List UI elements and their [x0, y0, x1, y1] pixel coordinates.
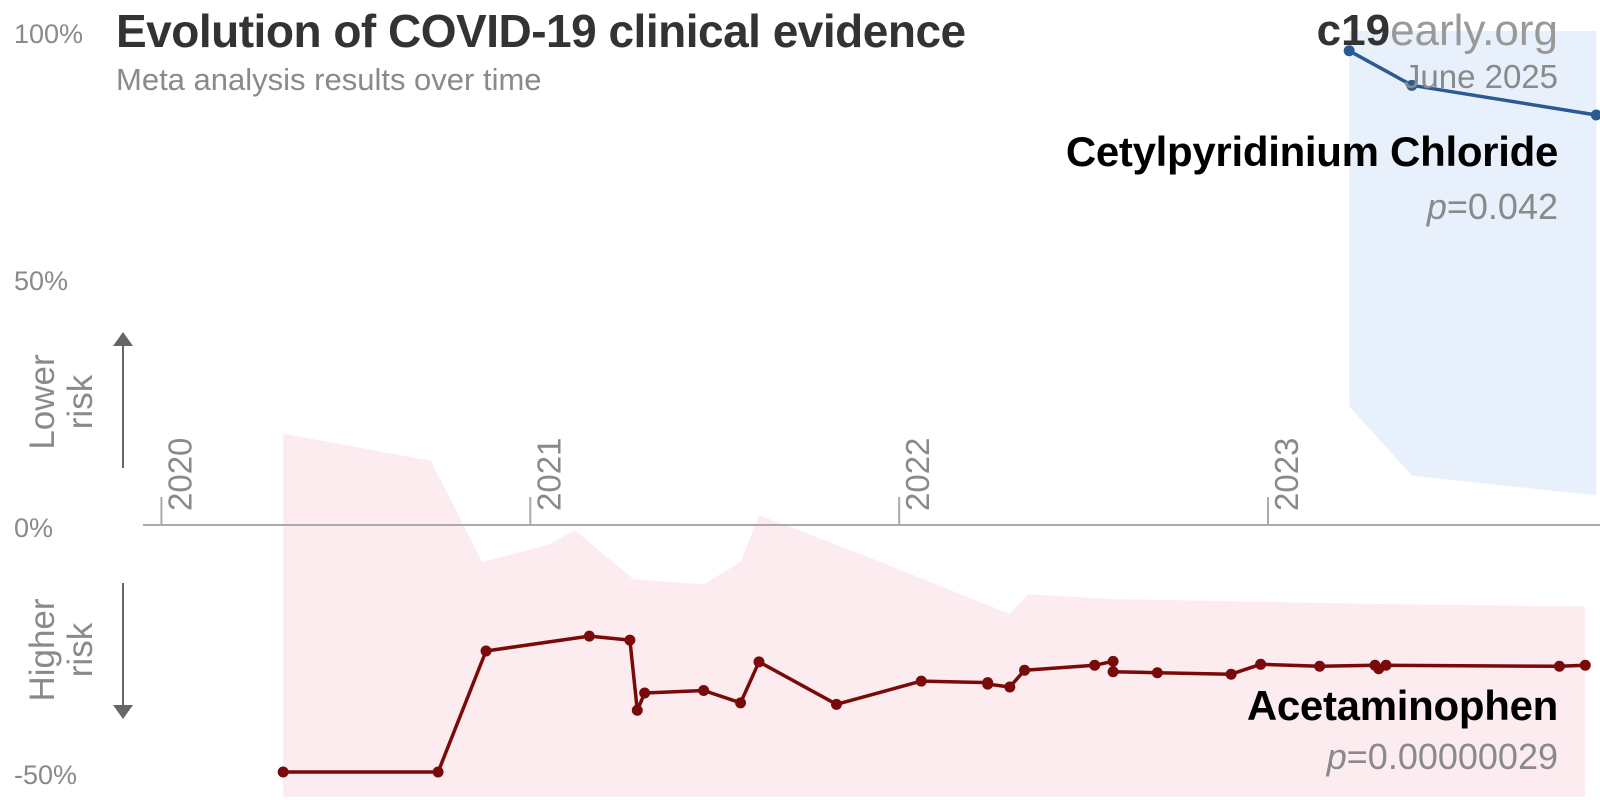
- higher-risk-arrowhead: [113, 705, 133, 719]
- higher-risk-label-line: Higher: [23, 598, 62, 701]
- lower-risk-arrowhead: [113, 332, 133, 346]
- pvalue-cetylpyridinium: p=0.042: [1427, 186, 1558, 228]
- series-label-acetaminophen: Acetaminophen: [1246, 682, 1558, 729]
- brand-logo: c19early.org: [1317, 6, 1558, 56]
- data-point: [1151, 667, 1163, 679]
- series-label-cetylpyridinium: Cetylpyridinium Chloride: [1065, 128, 1558, 175]
- higher-risk-label: Higherrisk: [23, 598, 100, 701]
- y-tick-label: 0%: [14, 513, 53, 543]
- data-point: [1579, 659, 1591, 671]
- y-tick-label: 100%: [14, 19, 83, 49]
- confidence-band-0: [1349, 31, 1597, 496]
- data-point: [1380, 659, 1392, 671]
- lower-risk-label-line: Lower: [23, 354, 62, 450]
- data-point: [1590, 109, 1600, 121]
- data-point: [1255, 658, 1267, 670]
- data-point: [982, 678, 994, 690]
- pvalue-symbol: p: [1426, 186, 1447, 227]
- x-tick-label: 2021: [530, 438, 567, 511]
- higher-risk-label-line: risk: [61, 622, 100, 677]
- data-point: [915, 675, 927, 687]
- data-point: [1343, 45, 1355, 57]
- data-point: [1314, 660, 1326, 672]
- data-point: [631, 704, 643, 716]
- data-point: [624, 634, 636, 646]
- data-point: [753, 656, 765, 668]
- pvalue-text: =0.042: [1446, 186, 1558, 227]
- data-point: [432, 766, 444, 778]
- data-point: [1553, 660, 1565, 672]
- pvalue-acetaminophen: p=0.00000029: [1327, 736, 1558, 778]
- data-point: [735, 697, 747, 709]
- data-point: [1107, 655, 1119, 667]
- data-point: [1019, 664, 1031, 676]
- series-points: [277, 45, 1600, 778]
- pvalue-symbol: p: [1326, 736, 1347, 777]
- x-tick-label: 2022: [899, 438, 936, 511]
- brand-rest: early.org: [1390, 6, 1558, 55]
- confidence-bands: [283, 31, 1597, 797]
- chart-subtitle: Meta analysis results over time: [116, 62, 542, 97]
- data-point: [639, 687, 651, 699]
- data-point: [277, 766, 289, 778]
- data-point: [830, 698, 842, 710]
- x-tick-label: 2020: [161, 438, 198, 511]
- data-point: [1225, 668, 1237, 680]
- chart-title: Evolution of COVID-19 clinical evidence: [116, 5, 966, 57]
- confidence-band-1: [283, 433, 1586, 797]
- lower-risk-label: Lowerrisk: [23, 354, 100, 450]
- y-tick-label: -50%: [14, 760, 77, 790]
- data-point: [698, 684, 710, 696]
- y-tick-label: 50%: [14, 266, 68, 296]
- data-point: [583, 630, 595, 642]
- series-line-1: [281, 634, 1587, 774]
- data-point: [480, 645, 492, 657]
- data-point: [1406, 79, 1418, 91]
- x-tick-label: 2023: [1268, 438, 1305, 511]
- data-point: [1089, 659, 1101, 671]
- brand-bold: c19: [1316, 6, 1391, 55]
- report-date: June 2025: [1403, 58, 1558, 95]
- data-point: [1004, 681, 1016, 693]
- pvalue-text: =0.00000029: [1346, 736, 1558, 777]
- axes: 2020 2021 2022 2023100%50%0%-50%LowerriskHi…: [14, 19, 1600, 790]
- data-point: [1107, 666, 1119, 678]
- lower-risk-label-line: risk: [61, 374, 100, 429]
